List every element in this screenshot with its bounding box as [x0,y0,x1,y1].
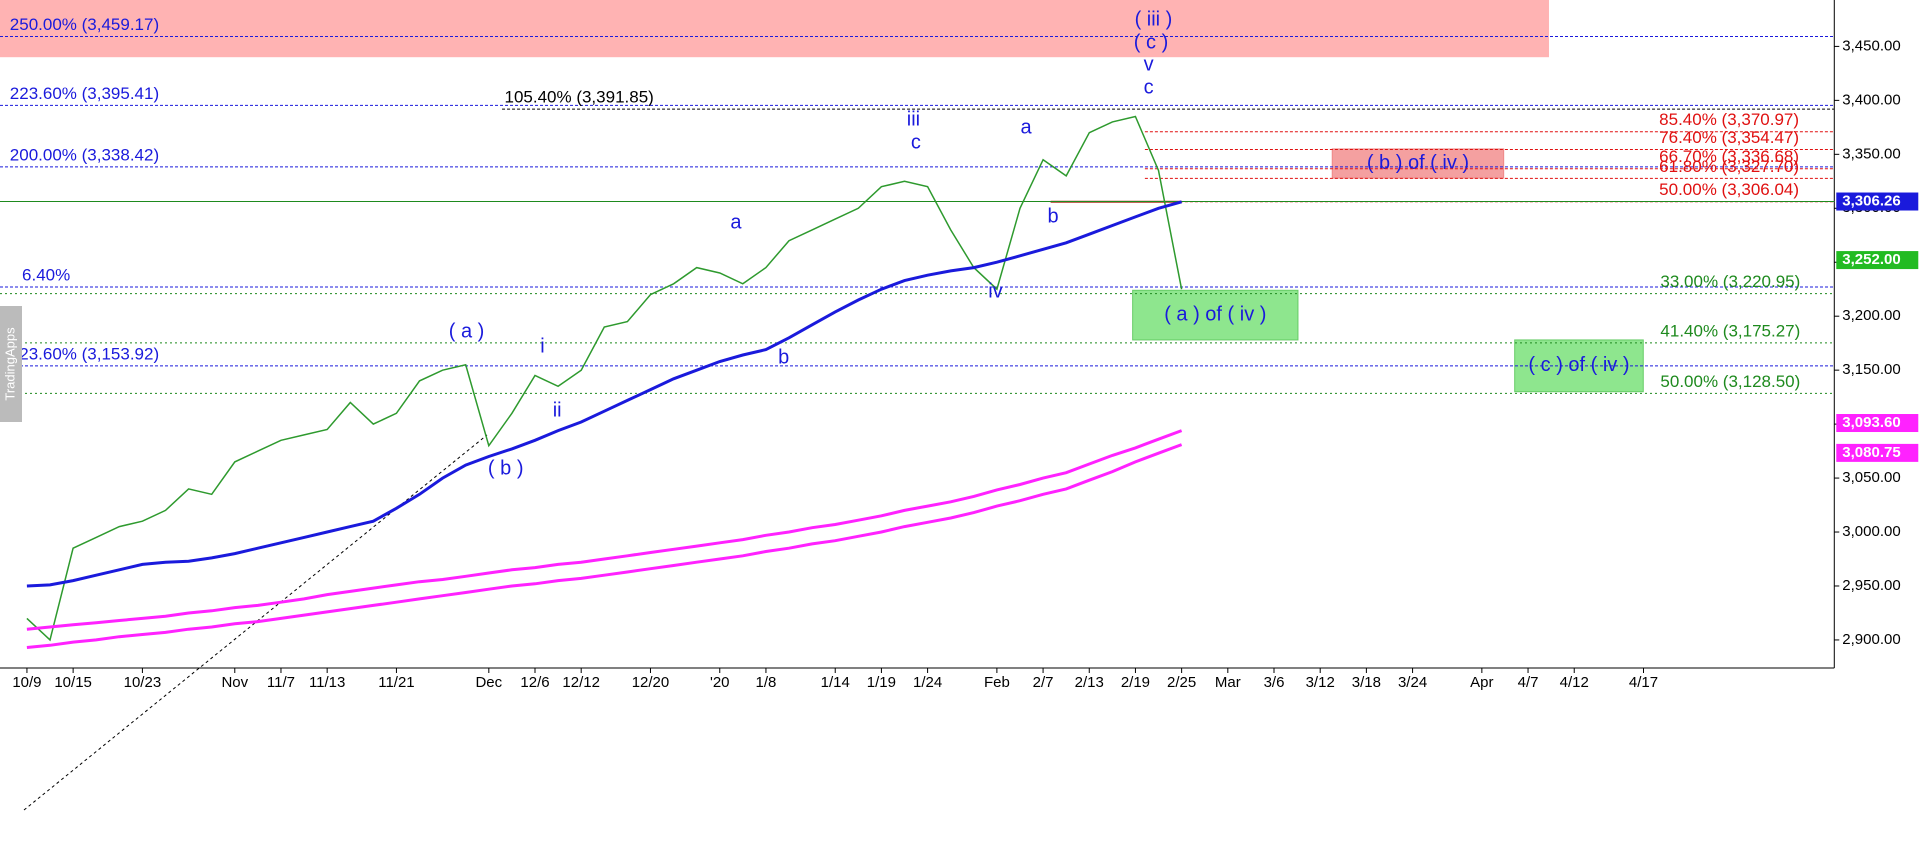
level-label: 41.40% (3,175.27) [1660,321,1800,340]
x-tick-label: 11/21 [378,674,414,691]
x-tick-label: 2/25 [1167,674,1196,691]
x-tick-label: 3/24 [1398,674,1427,691]
wave-label: i [540,335,544,357]
series-line [26,429,1183,631]
x-tick-label: 4/17 [1629,674,1658,691]
wave-label: ( iii ) [1135,8,1173,30]
y-tick-label: 3,000.00 [1842,523,1900,540]
y-tick-label: 3,150.00 [1842,361,1900,378]
level-label: 76.40% (3,354.47) [1659,128,1799,147]
x-tick-label: 1/19 [867,674,896,691]
price-box [1836,251,1919,270]
wave-label: v [1144,53,1154,75]
y-tick-label: 3,200.00 [1842,307,1900,324]
x-tick-label: 3/18 [1352,674,1381,691]
x-tick-label: 4/12 [1560,674,1589,691]
price-box [1836,443,1919,462]
side-tab-label: TradingApps [2,327,17,401]
y-tick-label: 3,450.00 [1842,37,1900,54]
y-tick-label: 2,950.00 [1842,577,1900,594]
zone-label: ( a ) of ( iv ) [1164,303,1266,325]
level-label: 223.60% (3,395.41) [10,84,159,103]
wave-label: a [1021,116,1033,138]
level-label: 66.70% (3,336.68) [1659,147,1799,166]
level-label: 200.00% (3,338.42) [10,145,159,164]
x-tick-label: Apr [1470,674,1493,691]
series-line [26,115,1183,642]
level-label: 250.00% (3,459.17) [10,15,159,34]
price-box-label: 3,306.26 [1842,192,1900,209]
x-tick-label: 10/23 [124,674,162,691]
price-box-label: 3,252.00 [1842,251,1900,268]
wave-label: ( c ) [1134,31,1168,53]
zone-label: ( b ) of ( iv ) [1367,152,1469,174]
y-tick-label: 2,900.00 [1842,631,1900,648]
x-tick-label: Nov [221,674,248,691]
x-tick-label: 2/19 [1121,674,1150,691]
wave-label: iii [907,108,920,130]
zone [0,0,1549,58]
level-label: 33.00% (3,220.95) [1660,272,1800,291]
wave-label: c [1144,76,1154,98]
x-tick-label: Dec [475,674,502,691]
wave-label: a [730,211,742,233]
zone [1132,289,1299,341]
level-label: 6.40% [22,266,70,285]
x-tick-label: 3/12 [1306,674,1335,691]
x-tick-label: Feb [984,674,1010,691]
price-box [1836,192,1919,211]
wave-label: b [1047,205,1058,227]
level-label: 50.00% (3,128.50) [1660,372,1800,391]
level-label: 61.80% (3,327.70) [1659,157,1799,176]
level-label: 50.00% (3,306.04) [1659,180,1799,199]
x-tick-label: 1/24 [913,674,942,691]
x-tick-label: 1/8 [756,674,777,691]
level-label: 123.60% (3,153.92) [10,344,159,363]
wave-label: ( b ) [488,457,524,479]
price-box-label: 3,080.75 [1842,444,1900,461]
price-box-label: 3,093.60 [1842,414,1900,431]
zone [1331,148,1505,179]
series-line [26,443,1183,649]
wave-label: ( a ) [449,320,485,342]
x-tick-label: Mar [1215,674,1241,691]
zone-label: ( c ) of ( iv ) [1528,354,1629,376]
price-box [1836,414,1919,433]
y-tick-label: 3,050.00 [1842,469,1900,486]
x-tick-label: '20 [710,674,730,691]
x-tick-label: 1/14 [821,674,850,691]
x-tick-label: 4/7 [1518,674,1539,691]
wave-label: b [778,346,789,368]
x-tick-label: 2/7 [1033,674,1054,691]
x-tick-label: 12/20 [632,674,670,691]
x-tick-label: 11/13 [309,674,345,691]
wave-label: iv [988,280,1002,302]
wave-label: ii [553,399,562,421]
wave-label: c [911,131,921,153]
x-tick-label: 12/6 [520,674,549,691]
level-label: 85.40% (3,370.97) [1659,110,1799,129]
x-tick-label: 10/9 [12,674,41,691]
y-tick-label: 3,400.00 [1842,91,1900,108]
x-tick-label: 2/13 [1075,674,1104,691]
side-tab [0,306,22,422]
x-tick-label: 11/7 [267,674,295,691]
x-tick-label: 10/15 [54,674,92,691]
level-label: 105.40% (3,391.85) [504,88,653,107]
x-tick-label: 12/12 [562,674,600,691]
y-tick-label: 3,350.00 [1842,145,1900,162]
x-tick-label: 3/6 [1264,674,1285,691]
series-line [26,200,1183,588]
